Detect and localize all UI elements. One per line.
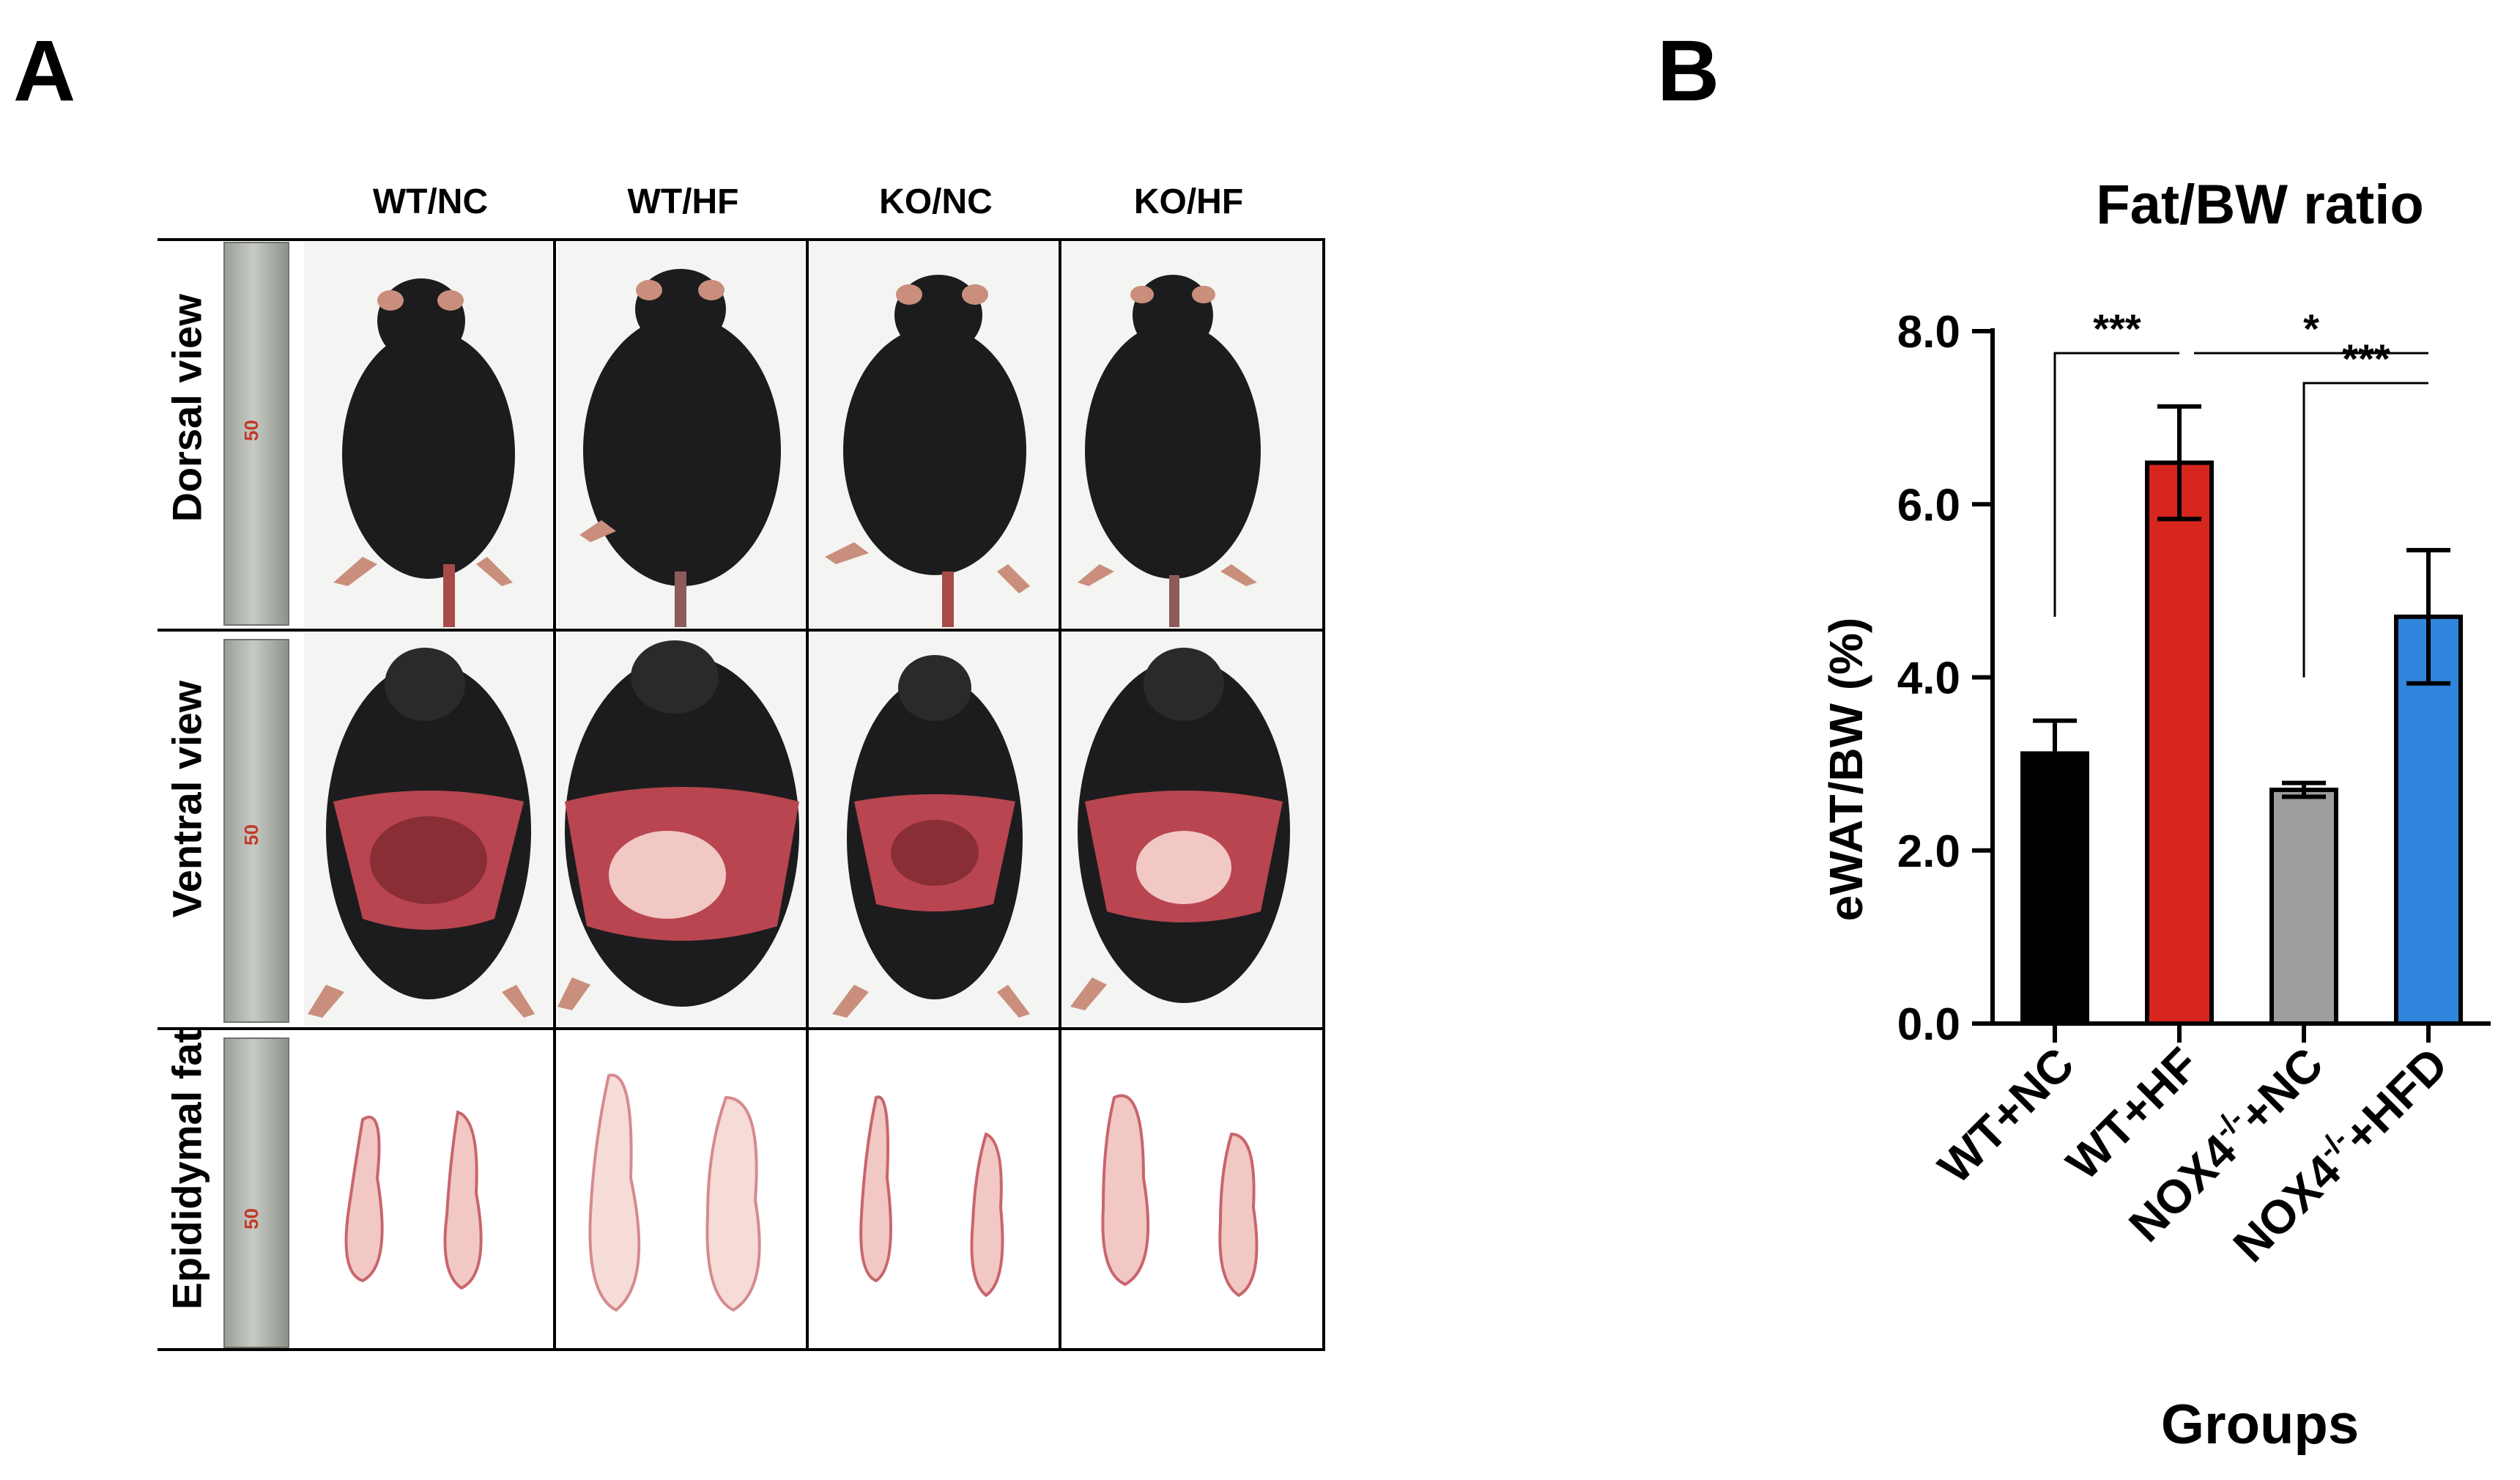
panel-b-letter: B (1657, 23, 1720, 119)
x-tick-label: WT+NC (1928, 1037, 2084, 1194)
grid-line-col1 (553, 238, 556, 1351)
photo-grid: WT/NC WT/HF KO/NC KO/HF Dorsal view Vent… (150, 176, 1326, 1363)
grid-line-bottom (158, 1348, 1322, 1351)
row-label-dorsal: Dorsal view (163, 294, 210, 522)
ruler-epididymal: 50 (223, 1037, 289, 1348)
column-header-wt-hf: WT/HF (627, 182, 739, 221)
fat-pad-wt-nc (304, 1032, 552, 1347)
row-label-epididymal: Epididymal fat (163, 1029, 210, 1310)
significance-label: *** (2093, 306, 2141, 352)
bar (2145, 460, 2214, 1026)
y-tick-label: 6.0 (1897, 480, 1960, 530)
mouse-ventral-ko-hf (1063, 633, 1321, 1026)
column-header-ko-nc: KO/NC (879, 182, 993, 221)
bar (2269, 788, 2338, 1026)
y-tick-label: 2.0 (1897, 826, 1960, 877)
significance-label: *** (2342, 336, 2390, 382)
x-axis-label: Groups (2161, 1394, 2359, 1456)
mouse-dorsal-wt-nc (304, 242, 552, 627)
column-header-wt-nc: WT/NC (372, 182, 489, 221)
mouse-ventral-wt-hf (557, 633, 805, 1026)
y-tick-label: 4.0 (1897, 654, 1960, 704)
fat-pad-ko-nc (810, 1032, 1058, 1347)
x-tick-label: NOX4-/-+HFD (2221, 1036, 2457, 1272)
ruler-ventral: 50 (223, 639, 289, 1023)
grid-line-col2 (806, 238, 809, 1351)
ruler-dorsal: 50 (223, 242, 289, 626)
chart-title: Fat/BW ratio (2096, 174, 2424, 236)
fat-pad-wt-hf (557, 1032, 805, 1347)
significance-bracket (2053, 352, 2179, 617)
fat-pad-ko-hf (1063, 1032, 1321, 1347)
grid-line-row1 (158, 629, 1322, 632)
grid-line-col3 (1059, 238, 1061, 1351)
y-tick-label: 0.0 (1897, 999, 1960, 1050)
row-label-ventral: Ventral view (163, 680, 210, 918)
y-axis-label: eWAT/BW (%) (1820, 618, 1872, 922)
grid-line-right (1322, 238, 1325, 1351)
significance-bracket (2302, 382, 2428, 678)
panel-a-letter: A (13, 23, 76, 119)
y-tick-label: 8.0 (1897, 307, 1960, 358)
grid-line-row2 (158, 1027, 1322, 1030)
mouse-dorsal-ko-nc (810, 242, 1058, 627)
significance-label: * (2303, 306, 2319, 352)
mouse-ventral-ko-nc (810, 633, 1058, 1026)
mouse-dorsal-ko-hf (1063, 242, 1321, 627)
column-header-ko-hf: KO/HF (1133, 182, 1244, 221)
bar (2020, 751, 2089, 1026)
mouse-ventral-wt-nc (304, 633, 552, 1026)
fat-bw-ratio-chart: Fat/BW ratio eWAT/BW (%) Groups 0.0 2.0 4.… (1820, 174, 2491, 1456)
mouse-dorsal-wt-hf (557, 242, 805, 627)
grid-line-top (158, 238, 1322, 241)
